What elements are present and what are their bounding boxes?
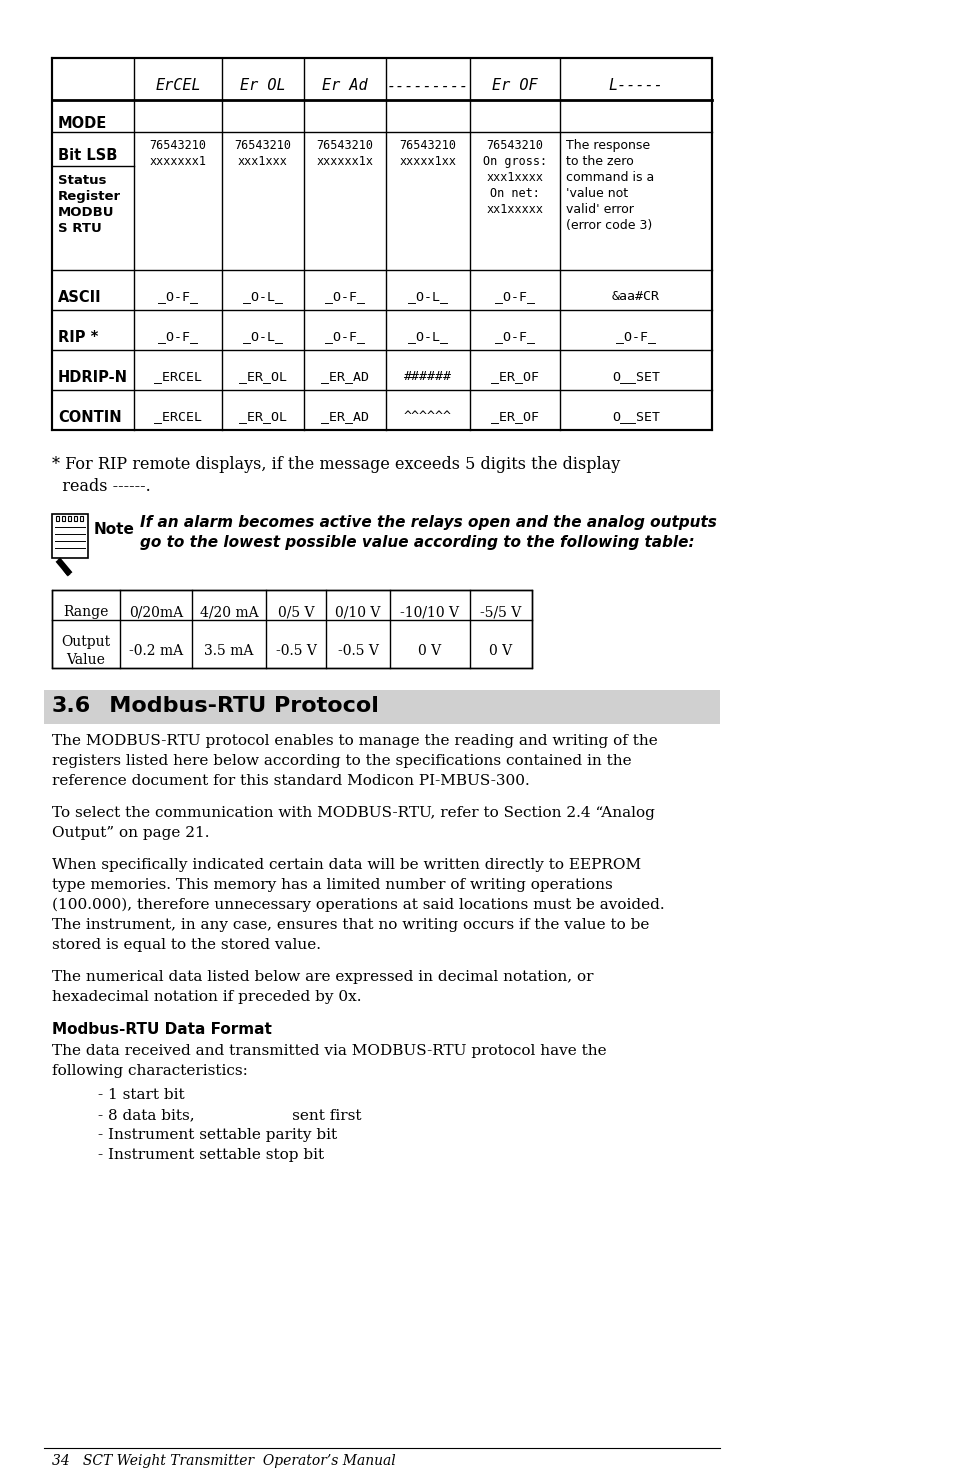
Text: HDRIP-N: HDRIP-N	[58, 370, 128, 385]
Text: 76543210
On gross:
xxx1xxxx
On net:
xx1xxxxx: 76543210 On gross: xxx1xxxx On net: xx1x…	[482, 139, 546, 215]
Bar	[74, 516, 77, 521]
Text: Er Ad: Er Ad	[322, 78, 368, 93]
Text: 0 V: 0 V	[489, 645, 512, 658]
Text: -10/10 V: -10/10 V	[400, 605, 459, 620]
Text: 0 V: 0 V	[418, 645, 441, 658]
Text: type memories. This memory has a limited number of writing operations: type memories. This memory has a limited…	[52, 878, 612, 892]
Text: - 8 data bits,                    sent first: - 8 data bits, sent first	[98, 1108, 361, 1122]
Text: ######: ######	[403, 370, 452, 384]
Text: O__SET: O__SET	[612, 410, 659, 423]
Text: -0.5 V: -0.5 V	[337, 645, 378, 658]
Text: go to the lowest possible value according to the following table:: go to the lowest possible value accordin…	[140, 535, 694, 550]
Text: _O-F_: _O-F_	[616, 330, 656, 344]
Text: MODE: MODE	[58, 115, 107, 130]
Text: _O-L_: _O-L_	[408, 291, 448, 304]
Text: Modbus-RTU Protocol: Modbus-RTU Protocol	[86, 696, 378, 715]
Text: _O-F_: _O-F_	[158, 330, 198, 344]
Text: reads ------.: reads ------.	[52, 478, 151, 496]
Text: registers listed here below according to the specifications contained in the: registers listed here below according to…	[52, 754, 631, 768]
Text: If an alarm becomes active the relays open and the analog outputs: If an alarm becomes active the relays op…	[140, 515, 716, 530]
Text: 76543210
xxxxxx1x: 76543210 xxxxxx1x	[316, 139, 374, 168]
Text: 0/10 V: 0/10 V	[335, 605, 380, 620]
Text: _ERCEL: _ERCEL	[153, 370, 202, 384]
Text: Status
Register
MODBU
S RTU: Status Register MODBU S RTU	[58, 174, 121, 235]
Text: To select the communication with MODBUS-RTU, refer to Section 2.4 “Analog: To select the communication with MODBUS-…	[52, 805, 654, 820]
Text: The instrument, in any case, ensures that no writing occurs if the value to be: The instrument, in any case, ensures tha…	[52, 917, 649, 932]
Text: _ER_AD: _ER_AD	[320, 370, 369, 384]
Text: - Instrument settable parity bit: - Instrument settable parity bit	[98, 1128, 336, 1142]
Text: reference document for this standard Modicon PI-MBUS-300.: reference document for this standard Mod…	[52, 774, 529, 788]
Text: _O-F_: _O-F_	[325, 330, 365, 344]
Bar	[52, 513, 88, 558]
Text: _ER_AD: _ER_AD	[320, 410, 369, 423]
Text: 76543210
xxx1xxx: 76543210 xxx1xxx	[234, 139, 292, 168]
Text: - 1 start bit: - 1 start bit	[98, 1089, 185, 1102]
Text: _ER_OL: _ER_OL	[239, 410, 287, 423]
Text: _ERCEL: _ERCEL	[153, 410, 202, 423]
Text: O__SET: O__SET	[612, 370, 659, 384]
Text: _ER_OF: _ER_OF	[491, 410, 538, 423]
Text: The MODBUS-RTU protocol enables to manage the reading and writing of the: The MODBUS-RTU protocol enables to manag…	[52, 735, 657, 748]
Text: RIP *: RIP *	[58, 329, 98, 345]
Bar	[52, 58, 711, 431]
Text: _O-F_: _O-F_	[325, 291, 365, 304]
Text: Er OL: Er OL	[240, 78, 286, 93]
Bar	[68, 516, 71, 521]
Text: 3.6: 3.6	[52, 696, 91, 715]
Text: When specifically indicated certain data will be written directly to EEPROM: When specifically indicated certain data…	[52, 858, 640, 872]
Text: -0.5 V: -0.5 V	[275, 645, 316, 658]
Text: ErCEL: ErCEL	[155, 78, 200, 93]
Text: stored is equal to the stored value.: stored is equal to the stored value.	[52, 938, 320, 951]
Text: The numerical data listed below are expressed in decimal notation, or: The numerical data listed below are expr…	[52, 971, 593, 984]
Text: The data received and transmitted via MODBUS-RTU protocol have the: The data received and transmitted via MO…	[52, 1044, 606, 1058]
Text: Er OF: Er OF	[492, 78, 537, 93]
Text: Range: Range	[63, 605, 109, 620]
Text: CONTIN: CONTIN	[58, 410, 121, 425]
Text: L-----: L-----	[608, 78, 662, 93]
Text: 4/20 mA: 4/20 mA	[199, 605, 258, 620]
Text: Modbus-RTU Data Format: Modbus-RTU Data Format	[52, 1022, 272, 1037]
Text: Output
Value: Output Value	[61, 636, 111, 667]
Text: &aa#CR: &aa#CR	[612, 291, 659, 304]
Text: -0.2 mA: -0.2 mA	[129, 645, 183, 658]
Text: * For RIP remote displays, if the message exceeds 5 digits the display: * For RIP remote displays, if the messag…	[52, 456, 619, 473]
Bar	[52, 590, 532, 668]
Bar	[62, 516, 65, 521]
Text: (100.000), therefore unnecessary operations at said locations must be avoided.: (100.000), therefore unnecessary operati…	[52, 898, 664, 913]
Text: following characteristics:: following characteristics:	[52, 1063, 248, 1078]
Text: 3.5 mA: 3.5 mA	[204, 645, 253, 658]
Bar	[56, 516, 59, 521]
Text: Note: Note	[94, 522, 134, 537]
Bar	[80, 516, 83, 521]
Bar	[44, 690, 720, 724]
Text: ASCII: ASCII	[58, 289, 102, 304]
Text: hexadecimal notation if preceded by 0x.: hexadecimal notation if preceded by 0x.	[52, 990, 361, 1004]
Text: 0/20mA: 0/20mA	[129, 605, 183, 620]
Text: - Instrument settable stop bit: - Instrument settable stop bit	[98, 1148, 324, 1162]
Text: The response
to the zero
command is a
'value not
valid' error
(error code 3): The response to the zero command is a 'v…	[565, 139, 654, 232]
Text: 34   SCT Weight Transmitter  Operator’s Manual: 34 SCT Weight Transmitter Operator’s Man…	[52, 1454, 395, 1468]
Text: ---------: ---------	[387, 78, 469, 93]
Text: _ER_OL: _ER_OL	[239, 370, 287, 384]
Text: _O-F_: _O-F_	[495, 330, 535, 344]
Text: _O-F_: _O-F_	[495, 291, 535, 304]
Text: _O-L_: _O-L_	[243, 291, 283, 304]
Text: Output” on page 21.: Output” on page 21.	[52, 826, 210, 839]
Text: ^^^^^^: ^^^^^^	[403, 410, 452, 423]
Text: Bit LSB: Bit LSB	[58, 149, 117, 164]
Text: -5/5 V: -5/5 V	[480, 605, 521, 620]
Text: _O-F_: _O-F_	[158, 291, 198, 304]
Text: _O-L_: _O-L_	[243, 330, 283, 344]
Text: 76543210
xxxxx1xx: 76543210 xxxxx1xx	[399, 139, 456, 168]
Text: _ER_OF: _ER_OF	[491, 370, 538, 384]
Text: 0/5 V: 0/5 V	[277, 605, 314, 620]
Text: _O-L_: _O-L_	[408, 330, 448, 344]
Text: 76543210
xxxxxxx1: 76543210 xxxxxxx1	[150, 139, 206, 168]
